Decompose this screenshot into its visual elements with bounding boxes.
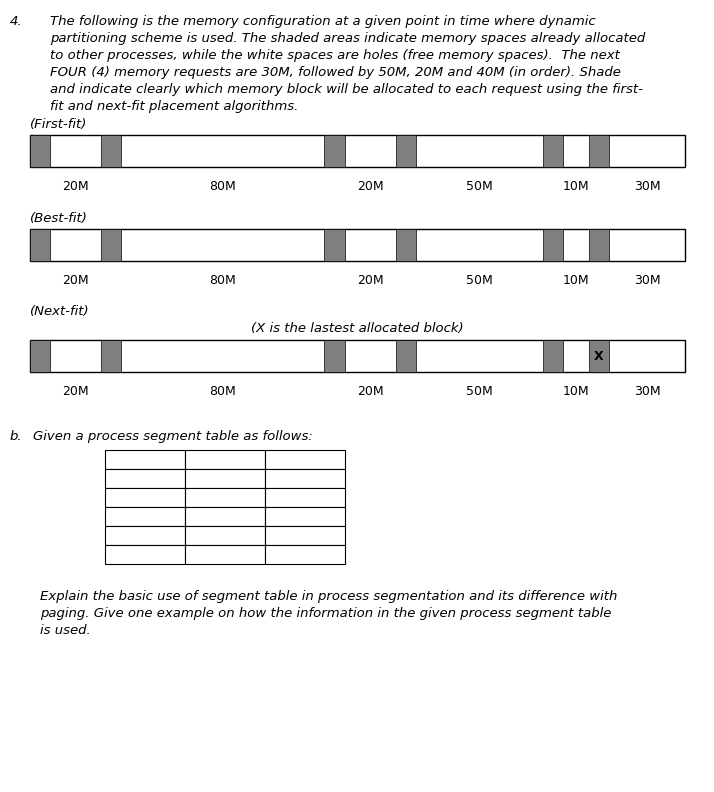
Bar (30, 340, 50, 372)
Bar (185, 488, 265, 507)
Text: 50M: 50M (466, 385, 493, 398)
Bar (396, 340, 416, 372)
Text: 20M: 20M (357, 385, 383, 398)
Text: Base: Base (208, 459, 242, 471)
Text: 1: 1 (141, 497, 149, 509)
Text: 80M: 80M (210, 385, 236, 398)
Bar (543, 135, 563, 167)
Bar (265, 545, 345, 564)
Text: Segment: Segment (114, 459, 176, 471)
Bar (105, 526, 185, 545)
Text: 109: 109 (293, 535, 317, 547)
Text: 50M: 50M (466, 274, 493, 287)
Bar (588, 340, 609, 372)
Bar (543, 229, 563, 261)
Text: and indicate clearly which memory block will be allocated to each request using : and indicate clearly which memory block … (50, 83, 643, 96)
Bar (30, 229, 685, 261)
Bar (324, 229, 345, 261)
Bar (324, 340, 345, 372)
Text: 1877: 1877 (209, 554, 241, 566)
Text: 10M: 10M (563, 274, 589, 287)
Text: Explain the basic use of segment table in process segmentation and its differenc: Explain the basic use of segment table i… (40, 590, 618, 603)
Text: 20M: 20M (357, 180, 383, 193)
Text: 496: 496 (213, 478, 237, 490)
Text: fit and next-fit placement algorithms.: fit and next-fit placement algorithms. (50, 100, 298, 113)
Bar (30, 340, 685, 372)
Text: X: X (594, 349, 603, 363)
Bar (265, 488, 345, 507)
Bar (185, 507, 265, 526)
Text: 30M: 30M (633, 274, 660, 287)
Text: 50M: 50M (466, 180, 493, 193)
Text: 85: 85 (297, 497, 313, 509)
Text: 198: 198 (293, 516, 317, 528)
Text: is used.: is used. (40, 624, 91, 637)
Text: 80M: 80M (210, 180, 236, 193)
Text: b.: b. (10, 430, 23, 443)
Bar (185, 469, 265, 488)
Bar (185, 545, 265, 564)
Text: 10M: 10M (563, 385, 589, 398)
Bar (105, 488, 185, 507)
Bar (324, 135, 345, 167)
Text: The following is the memory configuration at a given point in time where dynamic: The following is the memory configuratio… (50, 15, 595, 28)
Text: 20M: 20M (62, 274, 89, 287)
Text: 10M: 10M (563, 180, 589, 193)
Text: 80M: 80M (210, 274, 236, 287)
Bar (30, 135, 685, 167)
Text: 30M: 30M (633, 385, 660, 398)
Text: Length: Length (281, 459, 329, 471)
Text: FOUR (4) memory requests are 30M, followed by 50M, 20M and 40M (in order). Shade: FOUR (4) memory requests are 30M, follow… (50, 66, 621, 79)
Bar (101, 340, 121, 372)
Bar (101, 229, 121, 261)
Bar (396, 135, 416, 167)
Text: 232: 232 (213, 516, 237, 528)
Bar (105, 507, 185, 526)
Text: partitioning scheme is used. The shaded areas indicate memory spaces already all: partitioning scheme is used. The shaded … (50, 32, 645, 45)
Text: (First-fit): (First-fit) (30, 118, 87, 131)
Bar (396, 229, 416, 261)
Text: Given a process segment table as follows:: Given a process segment table as follows… (33, 430, 313, 443)
Bar (543, 340, 563, 372)
Bar (265, 450, 345, 469)
Bar (588, 229, 609, 261)
Bar (185, 450, 265, 469)
Bar (30, 229, 50, 261)
Text: 20M: 20M (62, 385, 89, 398)
Text: 691: 691 (293, 478, 317, 490)
Text: 30M: 30M (633, 180, 660, 193)
Bar (265, 469, 345, 488)
Bar (30, 135, 50, 167)
Text: 20M: 20M (62, 180, 89, 193)
Text: 4: 4 (141, 554, 149, 566)
Bar (265, 507, 345, 526)
Text: to other processes, while the white spaces are holes (free memory spaces).  The : to other processes, while the white spac… (50, 49, 620, 62)
Bar (265, 526, 345, 545)
Text: 20M: 20M (357, 274, 383, 287)
Text: 258: 258 (293, 554, 317, 566)
Bar (105, 450, 185, 469)
Bar (105, 545, 185, 564)
Text: 3: 3 (141, 535, 149, 547)
Text: 1202: 1202 (209, 497, 241, 509)
Text: (X is the lastest allocated block): (X is the lastest allocated block) (251, 322, 464, 335)
Text: paging. Give one example on how the information in the given process segment tab: paging. Give one example on how the info… (40, 607, 611, 620)
Text: 4.: 4. (10, 15, 23, 28)
Text: (Next-fit): (Next-fit) (30, 305, 90, 318)
Text: (Best-fit): (Best-fit) (30, 212, 88, 225)
Bar (101, 135, 121, 167)
Text: 2: 2 (141, 516, 149, 528)
Bar (185, 526, 265, 545)
Text: 0: 0 (141, 478, 149, 490)
Text: 2359: 2359 (209, 535, 241, 547)
Bar (588, 135, 609, 167)
Bar (105, 469, 185, 488)
